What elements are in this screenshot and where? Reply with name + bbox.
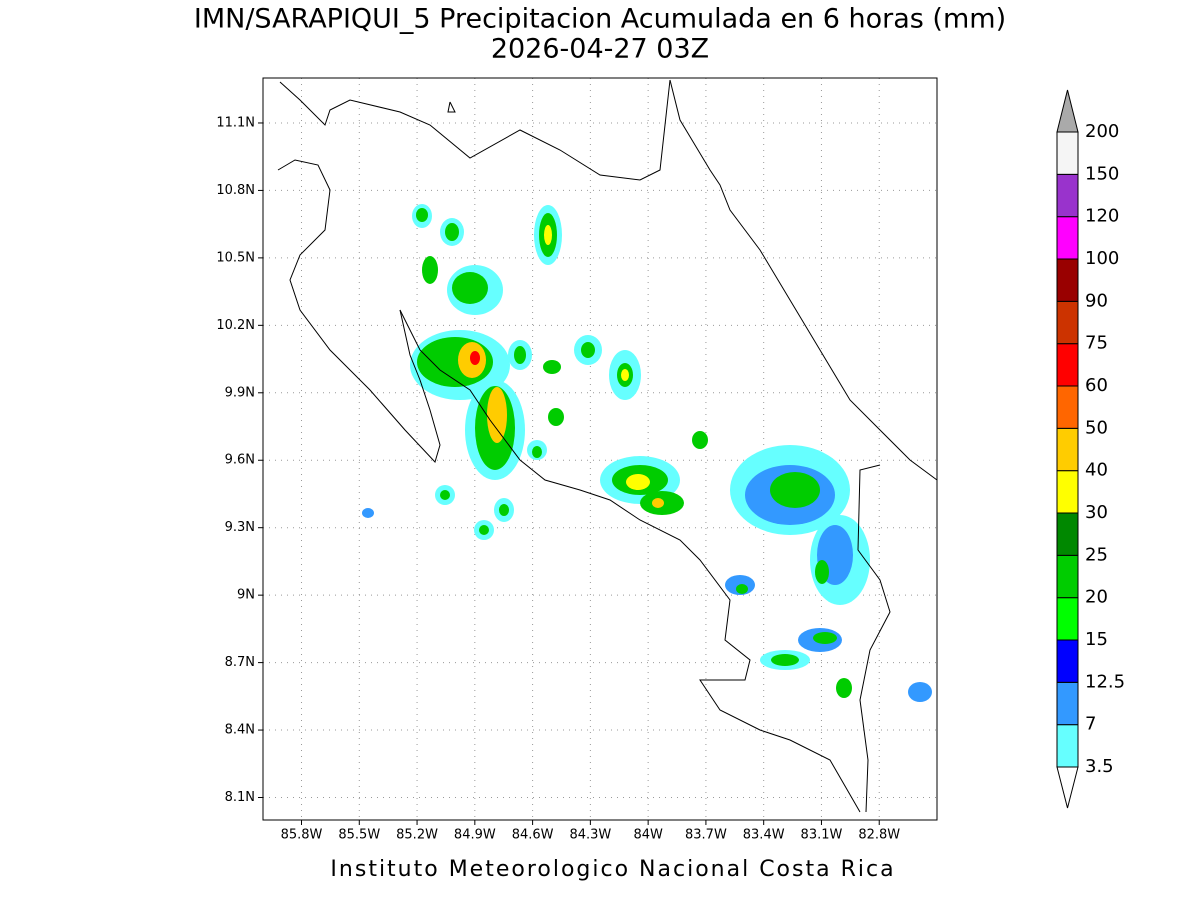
y-tick-label: 10.8N — [216, 183, 255, 198]
colorbar-box — [1056, 470, 1079, 514]
colorbar-box — [1056, 724, 1079, 768]
title: IMN/SARAPIQUI_5 Precipitacion Acumulada … — [194, 4, 1006, 35]
y-tick-label: 9.9N — [225, 385, 255, 400]
x-tick-label: 85.2W — [396, 828, 438, 843]
y-tick-label: 8.4N — [225, 723, 255, 738]
subtitle: 2026-04-27 03Z — [491, 34, 709, 65]
map-frame — [262, 77, 938, 821]
colorbar-label: 30 — [1085, 502, 1108, 523]
x-tick-label: 83.1W — [801, 828, 843, 843]
colorbar-label: 3.5 — [1085, 756, 1114, 777]
colorbar-box — [1056, 427, 1079, 472]
colorbar-label: 100 — [1085, 248, 1119, 269]
colorbar-box — [1056, 173, 1079, 218]
colorbar-box — [1056, 639, 1079, 683]
colorbar-box — [1056, 385, 1079, 429]
colorbar-label: 75 — [1085, 333, 1108, 354]
precipitation-field — [362, 204, 932, 702]
colorbar-extend-low — [1056, 766, 1079, 809]
colorbar-label: 40 — [1085, 460, 1108, 481]
colorbar-label: 60 — [1085, 375, 1108, 396]
colorbar-label: 200 — [1085, 121, 1119, 142]
y-tick-label: 9N — [237, 588, 255, 603]
grid — [263, 78, 937, 820]
colorbar-label: 120 — [1085, 206, 1119, 227]
colorbar-box — [1056, 597, 1079, 641]
colorbar-label: 50 — [1085, 417, 1108, 438]
x-tick-label: 84.9W — [454, 828, 496, 843]
x-tick-label: 82.8W — [858, 828, 900, 843]
colorbar-label: 12.5 — [1085, 671, 1125, 692]
colorbar-label: 90 — [1085, 290, 1108, 311]
y-tick-label: 8.1N — [225, 790, 255, 805]
y-tick-label: 10.2N — [216, 318, 255, 333]
x-tick-label: 84W — [633, 828, 663, 843]
colorbar-box — [1056, 343, 1079, 387]
x-tick-label: 83.4W — [743, 828, 785, 843]
colorbar-label: 7 — [1085, 714, 1096, 735]
colorbar-box — [1056, 300, 1079, 345]
colorbar-box — [1056, 216, 1079, 260]
colorbar-box — [1056, 131, 1079, 175]
y-tick-label: 11.1N — [216, 115, 255, 130]
footer: Instituto Meteorologico Nacional Costa R… — [330, 857, 895, 882]
y-tick-label: 10.5N — [216, 250, 255, 265]
colorbar-box — [1056, 258, 1079, 302]
x-tick-label: 85.8W — [281, 828, 323, 843]
colorbar-label: 25 — [1085, 544, 1108, 565]
axes: 85.8W 85.5W 85.2W 84.9W 84.6W 84.3W 84W 83.7W 83… — [216, 115, 900, 842]
colorbar-box — [1056, 554, 1079, 599]
y-tick-label: 9.3N — [225, 520, 255, 535]
colorbar-box — [1056, 512, 1079, 556]
x-tick-label: 83.7W — [685, 828, 727, 843]
colorbar-label: 20 — [1085, 587, 1108, 608]
colorbar: 3.5 7 12.5 15 20 25 30 40 50 60 75 90 100 120 150 200 — [1056, 89, 1125, 809]
y-tick-label: 8.7N — [225, 655, 255, 670]
colorbar-label: 150 — [1085, 163, 1119, 184]
colorbar-extend-high — [1056, 89, 1079, 133]
y-tick-label: 9.6N — [225, 453, 255, 468]
x-tick-label: 84.6W — [512, 828, 554, 843]
coastlines — [277, 79, 938, 813]
colorbar-box — [1056, 681, 1079, 726]
x-tick-label: 85.5W — [338, 828, 380, 843]
x-tick-label: 84.3W — [569, 828, 611, 843]
colorbar-label: 15 — [1085, 629, 1108, 650]
